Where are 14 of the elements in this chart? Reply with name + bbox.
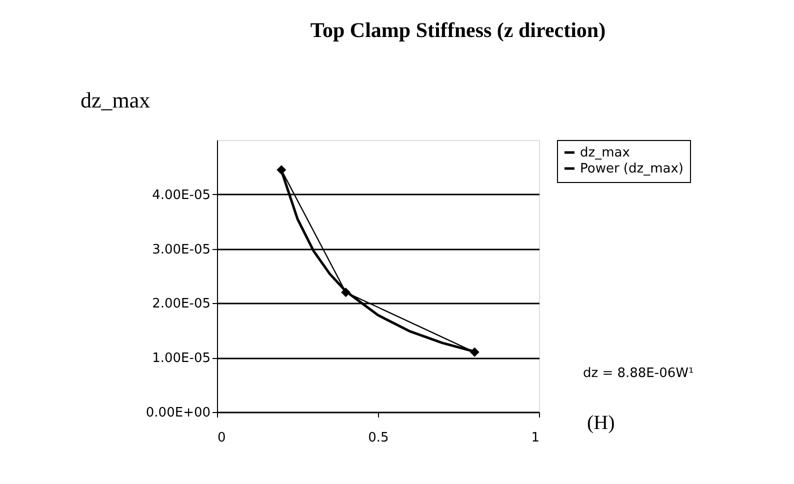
text: (H): [587, 412, 615, 434]
y-tick-label: 2.00E-05: [152, 296, 210, 312]
x-tick-label: 0: [218, 430, 226, 446]
y-tick-label: 3.00E-05: [152, 242, 210, 258]
x-tick-label: 0.5: [368, 430, 389, 446]
x-tick-label: 1: [531, 430, 540, 446]
y-tick-label: 1.00E-05: [152, 351, 210, 366]
y-axis-title: dz_max: [80, 88, 150, 112]
y-tick-label: 4.00E-05: [152, 188, 210, 203]
legend-label: Power (dz_max): [580, 162, 684, 176]
text: dz = 8.88E-06W¹: [583, 366, 694, 381]
legend-label: dz_max: [580, 146, 630, 160]
y-tick-label: 0.00E+00: [146, 406, 210, 420]
chart-title: Top Clamp Stiffness (z direction): [310, 18, 606, 42]
